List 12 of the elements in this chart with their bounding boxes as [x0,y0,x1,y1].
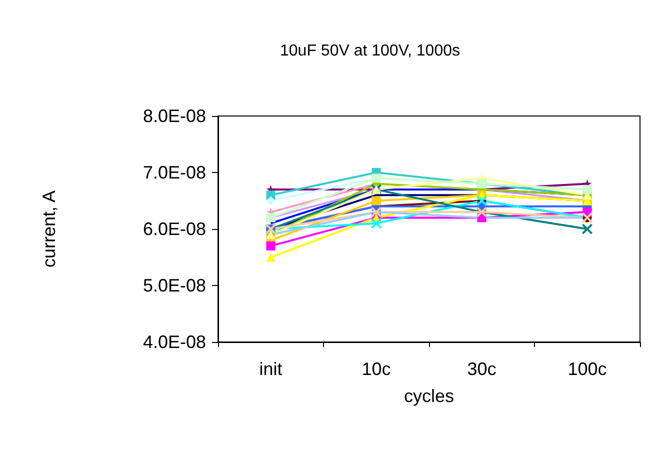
x-tick-label: 10c [362,359,391,379]
chart-title: 10uF 50V at 100V, 1000s [280,42,460,60]
y-tick-label: 4.0E-08 [142,332,206,352]
y-tick-label: 7.0E-08 [142,162,206,182]
x-axis-title: cycles [404,386,454,406]
x-tick-label: init [259,359,282,379]
y-tick-label: 6.0E-08 [142,219,206,239]
y-axis-title: current, A [39,190,59,268]
y-tick-label: 5.0E-08 [142,276,206,296]
x-tick-label: 100c [568,359,607,379]
y-tick-label: 8.0E-08 [142,106,206,126]
x-tick-label: 30c [467,359,496,379]
